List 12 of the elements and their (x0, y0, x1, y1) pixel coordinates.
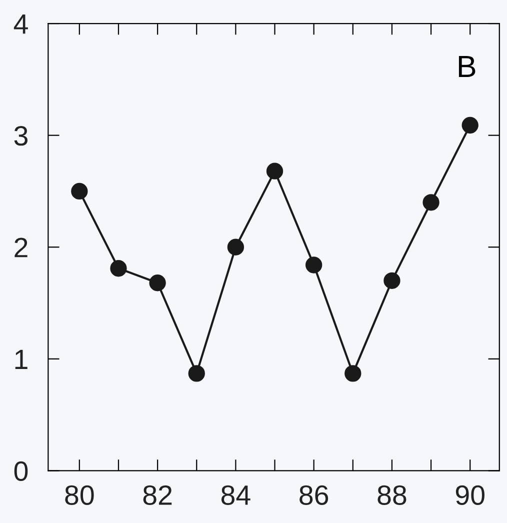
y-tick-label: 3 (14, 126, 28, 146)
x-tick-label: 86 (300, 485, 328, 505)
x-tick-label: 90 (456, 485, 484, 505)
y-tick-label: 1 (15, 350, 28, 369)
y-tick-label: 2 (14, 238, 28, 258)
x-tick-label: 88 (378, 485, 406, 505)
y-tick-label: 4 (14, 14, 28, 34)
x-tick-label: 82 (143, 485, 172, 505)
x-tick-label: 84 (221, 485, 250, 505)
x-tick-label: 80 (65, 485, 94, 505)
y-tick-label: 0 (14, 461, 28, 482)
annotation: B (458, 56, 476, 77)
